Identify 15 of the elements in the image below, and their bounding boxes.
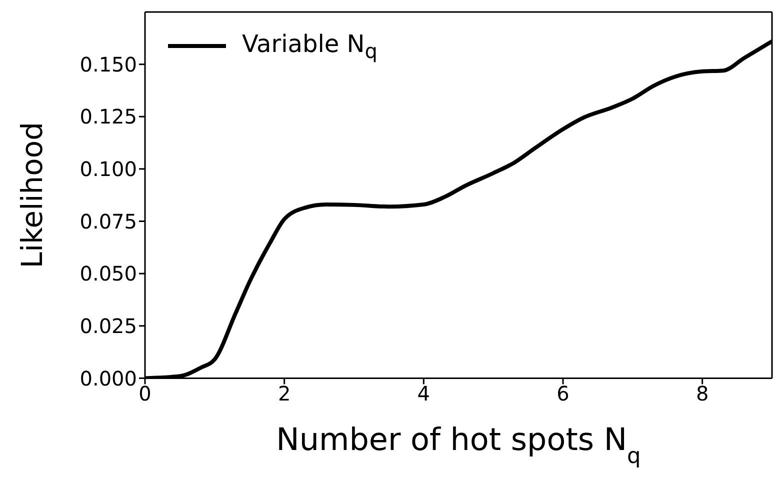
x-tick-label: 8 — [696, 381, 709, 406]
y-tick-label: 0.100 — [80, 157, 137, 182]
y-tick-label: 0.025 — [80, 314, 137, 338]
y-axis-title: Likelihood — [15, 122, 49, 268]
x-tick-label: 4 — [417, 381, 430, 406]
y-tick-label: 0.150 — [80, 52, 137, 76]
y-tick-label: 0.075 — [80, 209, 137, 234]
x-tick-label: 6 — [556, 381, 570, 406]
x-tick-label: 2 — [278, 381, 291, 406]
x-tick-label: 0 — [138, 381, 152, 406]
legend-label: Variable N$_{q}$ — [242, 30, 378, 63]
y-tick-label: 0.000 — [80, 366, 137, 390]
y-tick-label: 0.125 — [80, 104, 137, 129]
y-tick-label: 0.050 — [80, 262, 137, 286]
x-axis-title: Number of hot spots N$_{q}$ — [276, 422, 641, 469]
